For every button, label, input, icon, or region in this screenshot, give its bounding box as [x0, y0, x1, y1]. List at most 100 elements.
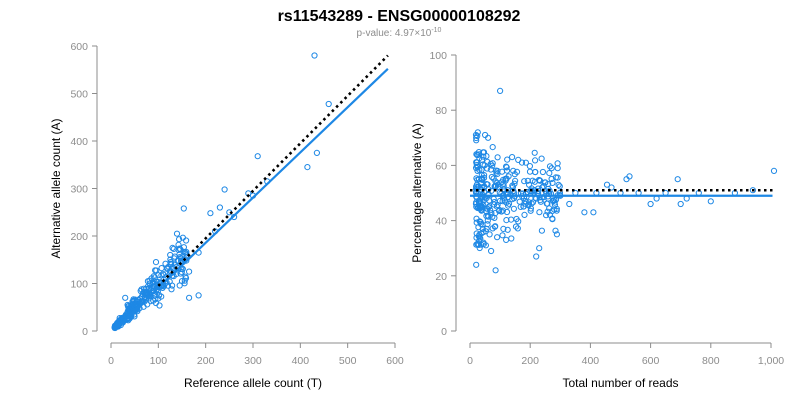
data-point	[608, 184, 615, 191]
data-point	[156, 292, 163, 299]
data-point	[486, 231, 493, 238]
data-point	[555, 181, 562, 188]
data-point	[546, 163, 554, 170]
data-point	[505, 202, 512, 209]
data-point	[521, 178, 528, 185]
data-point	[674, 176, 681, 183]
data-point	[480, 153, 487, 160]
data-point	[474, 163, 481, 170]
data-point	[522, 198, 529, 205]
y-tick-label: 100	[429, 50, 447, 62]
data-point	[488, 173, 495, 181]
data-point	[503, 236, 510, 243]
y-tick-label: 0	[441, 326, 447, 338]
data-point	[140, 285, 147, 292]
data-point	[508, 235, 515, 242]
x-tick-label: 100	[150, 355, 168, 367]
data-point	[504, 156, 511, 163]
y-tick-label: 40	[435, 216, 447, 228]
data-point	[167, 251, 174, 259]
data-point	[169, 282, 176, 289]
data-point	[532, 168, 539, 176]
fit-line	[114, 68, 389, 330]
data-point	[489, 162, 496, 169]
data-point	[556, 183, 563, 190]
data-point	[500, 180, 507, 187]
data-point	[524, 188, 531, 196]
data-point	[512, 223, 520, 230]
data-point	[171, 255, 178, 262]
data-point	[195, 292, 202, 299]
data-point	[167, 260, 174, 267]
data-point	[156, 302, 163, 309]
data-point	[132, 300, 139, 307]
data-point	[181, 277, 188, 284]
x-tick-label: 0	[108, 355, 114, 367]
chart-subtitle: p-value: 4.97×10-10	[357, 27, 442, 39]
data-point	[494, 167, 501, 174]
data-point	[505, 173, 512, 180]
data-point	[532, 157, 539, 164]
data-point	[554, 165, 561, 172]
y-tick-label: 300	[70, 184, 88, 196]
x-tick-label: 600	[386, 355, 404, 367]
data-point	[544, 208, 551, 215]
data-point	[551, 206, 558, 213]
data-point	[528, 187, 535, 194]
data-point	[474, 129, 481, 136]
data-point	[707, 198, 714, 205]
data-point	[173, 230, 181, 237]
data-point	[511, 180, 518, 187]
data-point	[486, 203, 493, 210]
data-point	[180, 205, 187, 212]
data-point	[168, 286, 175, 293]
data-point	[480, 239, 487, 246]
data-point	[499, 198, 506, 205]
data-point	[183, 237, 190, 244]
data-point	[548, 165, 555, 172]
y-tick-label: 100	[70, 279, 88, 291]
data-point	[552, 227, 559, 234]
data-point	[513, 215, 520, 223]
y-tick-label: 60	[435, 160, 447, 172]
data-point	[125, 312, 132, 319]
x-tick-label: 400	[582, 355, 600, 367]
data-point	[473, 215, 480, 222]
data-point	[473, 261, 480, 268]
data-point	[500, 225, 507, 232]
data-point	[484, 158, 491, 165]
x-axis-label: Reference allele count (T)	[184, 376, 322, 390]
data-point	[533, 253, 540, 260]
data-point	[522, 159, 530, 166]
data-point	[550, 198, 557, 205]
data-point	[221, 186, 228, 193]
data-point	[581, 209, 588, 216]
x-tick-label: 0	[467, 355, 473, 367]
data-point	[566, 200, 573, 208]
y-tick-label: 600	[70, 41, 88, 53]
data-point	[489, 213, 496, 220]
data-point	[526, 163, 534, 170]
x-tick-label: 300	[244, 355, 262, 367]
y-tick-label: 0	[82, 326, 88, 338]
data-point	[553, 231, 561, 238]
x-tick-label: 200	[521, 355, 539, 367]
data-point	[176, 236, 183, 243]
data-point	[473, 181, 481, 188]
data-point	[535, 187, 542, 195]
data-point	[503, 164, 510, 171]
data-point	[478, 156, 486, 163]
data-point	[141, 291, 149, 298]
data-point	[749, 187, 757, 194]
data-point	[525, 201, 532, 208]
data-point	[512, 177, 519, 184]
allele-count-plot: 0 100 200 300 400 500 600 0 100 200 300 400 500 600 Re…	[49, 41, 404, 390]
data-point	[531, 178, 539, 185]
data-point	[510, 167, 517, 174]
data-point	[180, 248, 187, 255]
y-tick-label: 20	[435, 271, 447, 283]
data-point	[521, 211, 528, 218]
data-point	[216, 204, 223, 211]
x-tick-label: 1,000	[758, 355, 784, 367]
data-point	[499, 232, 506, 239]
